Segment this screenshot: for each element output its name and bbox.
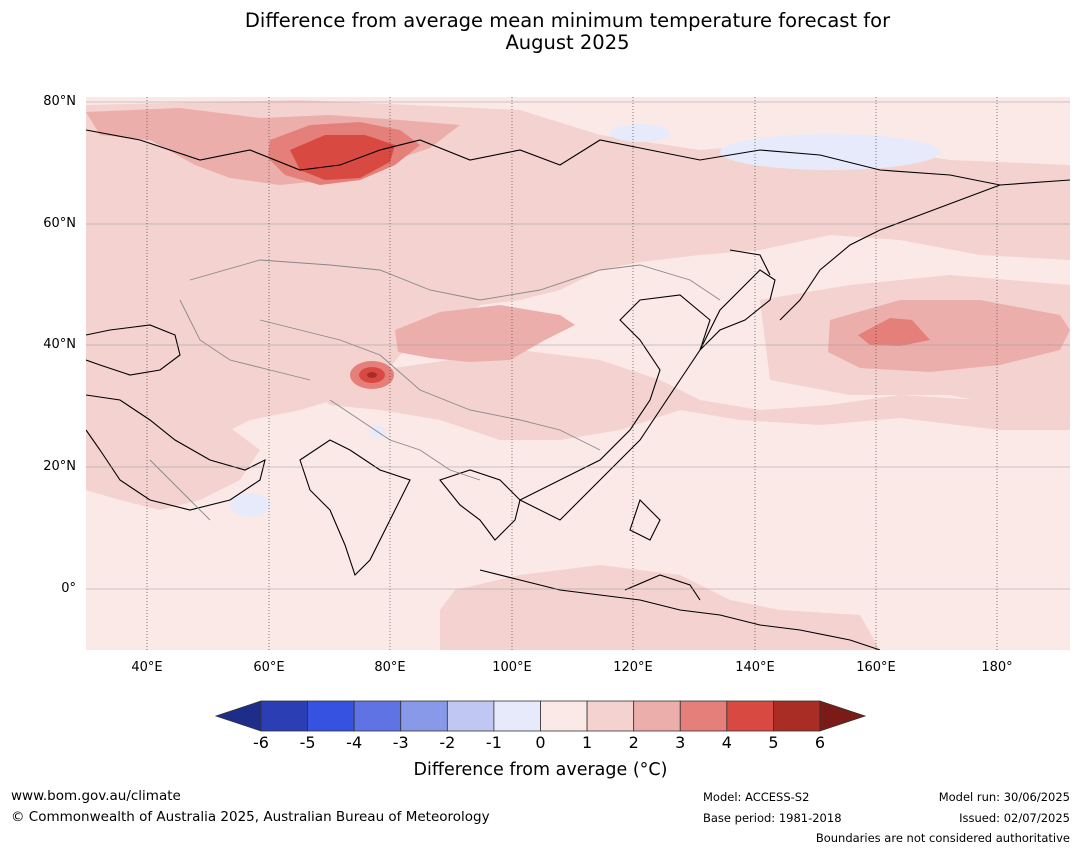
colorbar-segment [540, 700, 588, 732]
colorbar-tick-label: -5 [299, 733, 316, 752]
colorbar-tick-label: -4 [346, 733, 363, 752]
lon-label-40e: 40°E [131, 660, 163, 675]
colorbar-tick-label: -3 [392, 733, 409, 752]
footer-url: www.bom.gov.au/climate [11, 788, 181, 804]
anomaly-cool-arctic-small [610, 124, 670, 142]
colorbar-segment [726, 700, 774, 732]
colorbar-segment [633, 700, 681, 732]
colorbar-tick-label: -2 [439, 733, 456, 752]
lon-label-80e: 80°E [374, 660, 406, 675]
lat-label-80n: 80°N [43, 94, 76, 109]
colorbar-segment [586, 700, 635, 732]
lat-label-20n: 20°N [43, 459, 76, 474]
anomaly-region-tibet [300, 350, 1070, 440]
anomaly-region-maritime [440, 565, 880, 650]
colorbar-segment [773, 700, 821, 732]
borders [149, 259, 721, 521]
colorbar-tick-label: -1 [485, 733, 502, 752]
lat-label-40n: 40°N [43, 337, 76, 352]
lon-label-100e: 100°E [492, 660, 532, 675]
lon-label-180: 180° [981, 660, 1013, 675]
colorbar [214, 700, 867, 732]
lon-label-160e: 160°E [856, 660, 896, 675]
footer-issued: Issued: 02/07/2025 [959, 811, 1070, 825]
anomaly-hotspot-karakoram-peak [367, 372, 377, 378]
colorbar-extend-high [819, 700, 867, 732]
anomaly-region-north-pacific-core [858, 318, 930, 346]
colorbar-segment [307, 700, 355, 732]
colorbar-tick-label: 4 [721, 733, 732, 752]
colorbar-segment [260, 700, 308, 732]
colorbar-label: Difference from average (°C) [413, 760, 668, 780]
graticule [86, 101, 1070, 590]
footer-copyright: © Commonwealth of Australia 2025, Austra… [11, 809, 490, 825]
colorbar-tick-label: 1 [581, 733, 593, 752]
anomaly-region-siberia-core [290, 135, 395, 180]
colorbar-segments [214, 700, 867, 732]
map-panel [86, 97, 1070, 650]
colorbar-tick-label: 2 [628, 733, 639, 752]
colorbar-segment [353, 700, 402, 732]
footer-boundaries: Boundaries are not considered authoritat… [815, 831, 1070, 845]
map-fields [86, 97, 1070, 650]
map-title: Difference from average mean minimum tem… [0, 10, 1081, 54]
coastlines [86, 129, 1070, 650]
colorbar-tick-label: 6 [814, 733, 826, 752]
map-canvas [86, 97, 1070, 650]
colorbar-tick-label: 5 [768, 733, 779, 752]
anomaly-cool-arabian-sea [230, 493, 270, 517]
colorbar-tick-label: 3 [675, 733, 686, 752]
anomaly-region-north-pacific-warm [828, 300, 1070, 372]
colorbar-extend-low [214, 700, 262, 732]
lat-label-0: 0° [61, 581, 76, 596]
colorbar-segment [446, 700, 495, 732]
colorbar-segment [679, 700, 728, 732]
footer-base-period: Base period: 1981-2018 [703, 811, 842, 825]
graticule-meridians [146, 97, 998, 650]
lon-label-140e: 140°E [735, 660, 775, 675]
title-line-2: August 2025 [505, 31, 630, 54]
footer-model: Model: ACCESS-S2 [703, 790, 810, 804]
anomaly-region-arabia [86, 410, 260, 510]
lat-label-60n: 60°N [43, 216, 76, 231]
colorbar-segment [493, 700, 541, 732]
footer-model-run: Model run: 30/06/2025 [938, 790, 1070, 804]
anomaly-region-china-warm [395, 305, 575, 362]
colorbar-tick-label: 0 [535, 733, 546, 752]
colorbar-segment [400, 700, 448, 732]
colorbar-tick-label: -6 [253, 733, 269, 752]
title-line-1: Difference from average mean minimum tem… [244, 9, 891, 32]
anomaly-cool-arctic [720, 134, 940, 170]
lon-label-60e: 60°E [253, 660, 285, 675]
lon-label-120e: 120°E [613, 660, 653, 675]
